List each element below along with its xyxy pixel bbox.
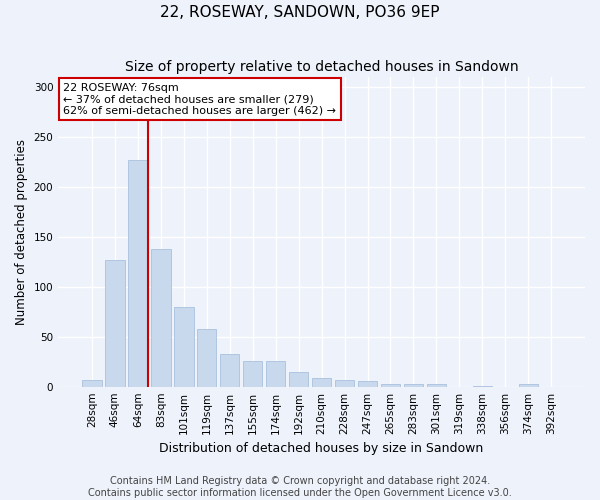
Bar — [128, 160, 148, 386]
Bar — [82, 380, 101, 386]
Bar — [404, 384, 423, 386]
Bar — [197, 328, 217, 386]
Bar — [151, 248, 170, 386]
Title: Size of property relative to detached houses in Sandown: Size of property relative to detached ho… — [125, 60, 518, 74]
Bar — [427, 384, 446, 386]
Text: 22 ROSEWAY: 76sqm
← 37% of detached houses are smaller (279)
62% of semi-detache: 22 ROSEWAY: 76sqm ← 37% of detached hous… — [64, 83, 337, 116]
Bar — [266, 360, 286, 386]
Bar — [335, 380, 355, 386]
Bar — [381, 384, 400, 386]
Bar — [312, 378, 331, 386]
Bar — [174, 306, 194, 386]
Bar — [518, 384, 538, 386]
Y-axis label: Number of detached properties: Number of detached properties — [15, 138, 28, 324]
Bar — [105, 260, 125, 386]
Bar — [358, 380, 377, 386]
Text: Contains HM Land Registry data © Crown copyright and database right 2024.
Contai: Contains HM Land Registry data © Crown c… — [88, 476, 512, 498]
Bar — [243, 360, 262, 386]
X-axis label: Distribution of detached houses by size in Sandown: Distribution of detached houses by size … — [160, 442, 484, 455]
Bar — [289, 372, 308, 386]
Text: 22, ROSEWAY, SANDOWN, PO36 9EP: 22, ROSEWAY, SANDOWN, PO36 9EP — [160, 5, 440, 20]
Bar — [220, 354, 239, 386]
